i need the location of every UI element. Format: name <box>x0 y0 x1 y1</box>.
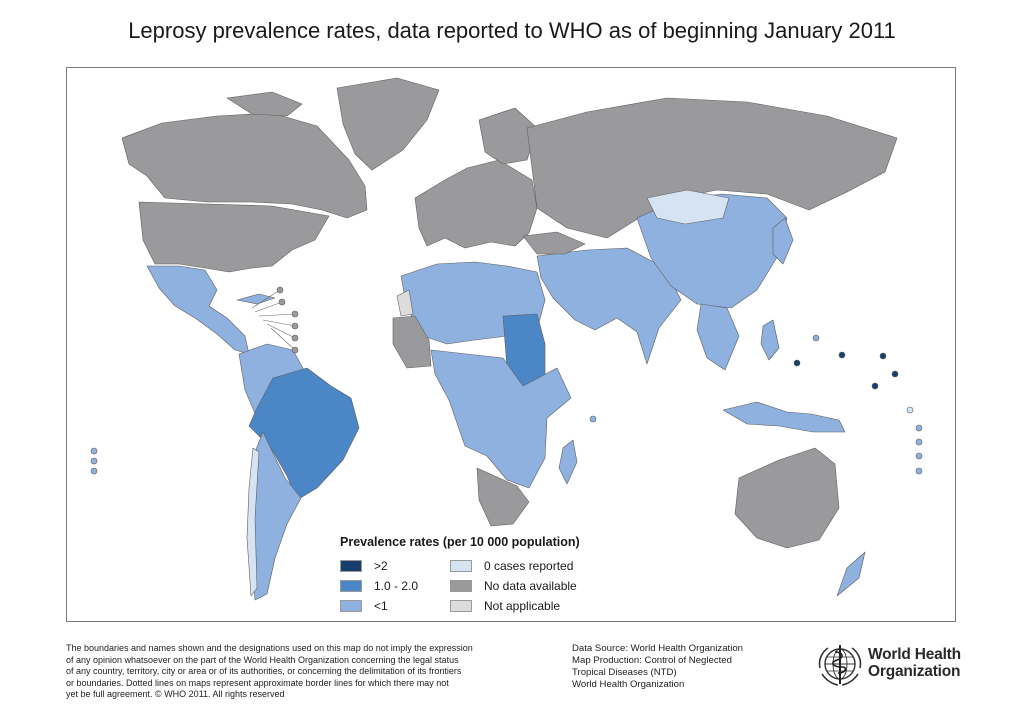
legend-label-no-data: No data available <box>484 579 577 593</box>
island-marker <box>906 406 914 414</box>
region-western-sahara <box>396 289 414 317</box>
island-marker <box>278 298 286 306</box>
legend-item-na: Not applicable <box>450 599 560 613</box>
island-marker <box>915 467 923 475</box>
region-greenland <box>336 77 440 171</box>
legend-label-mid: 1.0 - 2.0 <box>374 579 419 593</box>
region-philippines <box>760 319 780 361</box>
source-line: Map Production: Control of Neglected <box>572 655 732 666</box>
legend-item-no-data: No data available <box>450 579 577 593</box>
island-marker <box>90 447 98 455</box>
who-wordmark-line1: World Health <box>868 646 961 663</box>
source-line: Tropical Diseases (NTD) <box>572 667 677 678</box>
island-marker <box>838 351 846 359</box>
island-marker <box>276 286 284 294</box>
region-mongolia <box>646 189 730 225</box>
region-usa <box>138 201 330 273</box>
region-madagascar <box>558 439 578 485</box>
map-frame <box>66 67 956 622</box>
legend-item-gt2: >2 <box>340 559 388 573</box>
disclaimer-line: of any opinion whatsoever on the part of… <box>66 654 459 665</box>
disclaimer-line: of any country, territory, city or area … <box>66 666 462 677</box>
disclaimer-line: or boundaries. Dotted lines on maps repr… <box>66 677 449 688</box>
legend-label-lt1: <1 <box>374 599 388 613</box>
region-new-zealand <box>836 551 866 597</box>
legend-swatch-mid <box>340 580 362 592</box>
island-marker <box>291 346 299 354</box>
island-marker <box>871 382 879 390</box>
who-wordmark: World Health Organization <box>868 646 961 680</box>
region-russia <box>526 97 898 239</box>
who-logo: World Health Organization <box>816 640 966 688</box>
disclaimer: The boundaries and names shown and the d… <box>66 643 536 701</box>
region-arctic-islands <box>226 91 303 117</box>
who-emblem-icon <box>818 645 862 686</box>
island-marker <box>291 310 299 318</box>
data-source: Data Source: World Health Organization M… <box>572 643 772 691</box>
region-caucasus-nodata <box>522 231 586 255</box>
region-europe <box>414 159 538 249</box>
legend-swatch-lt1 <box>340 600 362 612</box>
region-southeast-asia <box>696 303 740 371</box>
legend-title: Prevalence rates (per 10 000 population) <box>340 535 580 549</box>
legend-swatch-no-data <box>450 580 472 592</box>
legend-swatch-zero <box>450 560 472 572</box>
region-chile <box>246 447 260 597</box>
region-japan <box>772 217 794 265</box>
region-middle-east-south-asia <box>536 247 682 365</box>
island-marker <box>891 370 899 378</box>
legend-item-zero: 0 cases reported <box>450 559 573 573</box>
legend-swatch-na <box>450 600 472 612</box>
disclaimer-line: yet be full agreement. © WHO 2011. All r… <box>66 689 285 700</box>
caribbean-callout-lines <box>251 289 296 351</box>
region-west-africa-nodata <box>392 315 432 369</box>
source-line: Data Source: World Health Organization <box>572 643 743 654</box>
region-southern-africa <box>476 467 530 527</box>
region-scandinavia <box>478 107 538 165</box>
map-title: Leprosy prevalence rates, data reported … <box>128 18 896 43</box>
island-marker <box>589 415 597 423</box>
legend-label-na: Not applicable <box>484 599 561 613</box>
island-marker <box>915 424 923 432</box>
legend-label-zero: 0 cases reported <box>484 559 574 573</box>
world-map <box>90 77 923 601</box>
region-canada-alaska <box>121 112 368 219</box>
island-marker <box>915 438 923 446</box>
island-marker <box>90 457 98 465</box>
disclaimer-line: The boundaries and names shown and the d… <box>66 643 473 653</box>
region-central-east-africa <box>430 349 572 489</box>
island-marker <box>879 352 887 360</box>
island-marker <box>90 467 98 475</box>
island-marker <box>291 334 299 342</box>
island-marker <box>793 359 801 367</box>
island-marker <box>291 322 299 330</box>
island-marker <box>915 452 923 460</box>
legend-label-gt2: >2 <box>374 559 388 573</box>
region-mexico-central-america <box>146 265 250 355</box>
region-indonesia <box>722 401 846 433</box>
region-caribbean <box>236 293 276 305</box>
island-marker <box>812 334 820 342</box>
map-legend: Prevalence rates (per 10 000 population)… <box>340 535 640 617</box>
legend-item-lt1: <1 <box>340 599 388 613</box>
region-brazil <box>248 367 360 501</box>
legend-swatch-gt2 <box>340 560 362 572</box>
who-wordmark-line2: Organization <box>868 663 961 680</box>
region-australia <box>734 447 840 549</box>
source-line: World Health Organization <box>572 679 685 690</box>
legend-item-mid: 1.0 - 2.0 <box>340 579 418 593</box>
